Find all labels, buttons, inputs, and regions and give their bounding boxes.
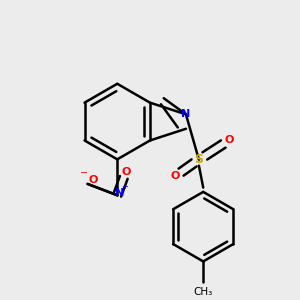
Text: +: + [122, 182, 128, 191]
Text: O: O [170, 171, 180, 181]
Text: O: O [89, 175, 98, 185]
Text: N: N [115, 188, 124, 198]
Text: −: − [80, 168, 88, 178]
Text: N: N [181, 109, 190, 119]
Text: S: S [194, 153, 203, 166]
Text: CH₃: CH₃ [194, 287, 213, 297]
Text: O: O [224, 135, 234, 145]
Text: O: O [121, 167, 130, 176]
